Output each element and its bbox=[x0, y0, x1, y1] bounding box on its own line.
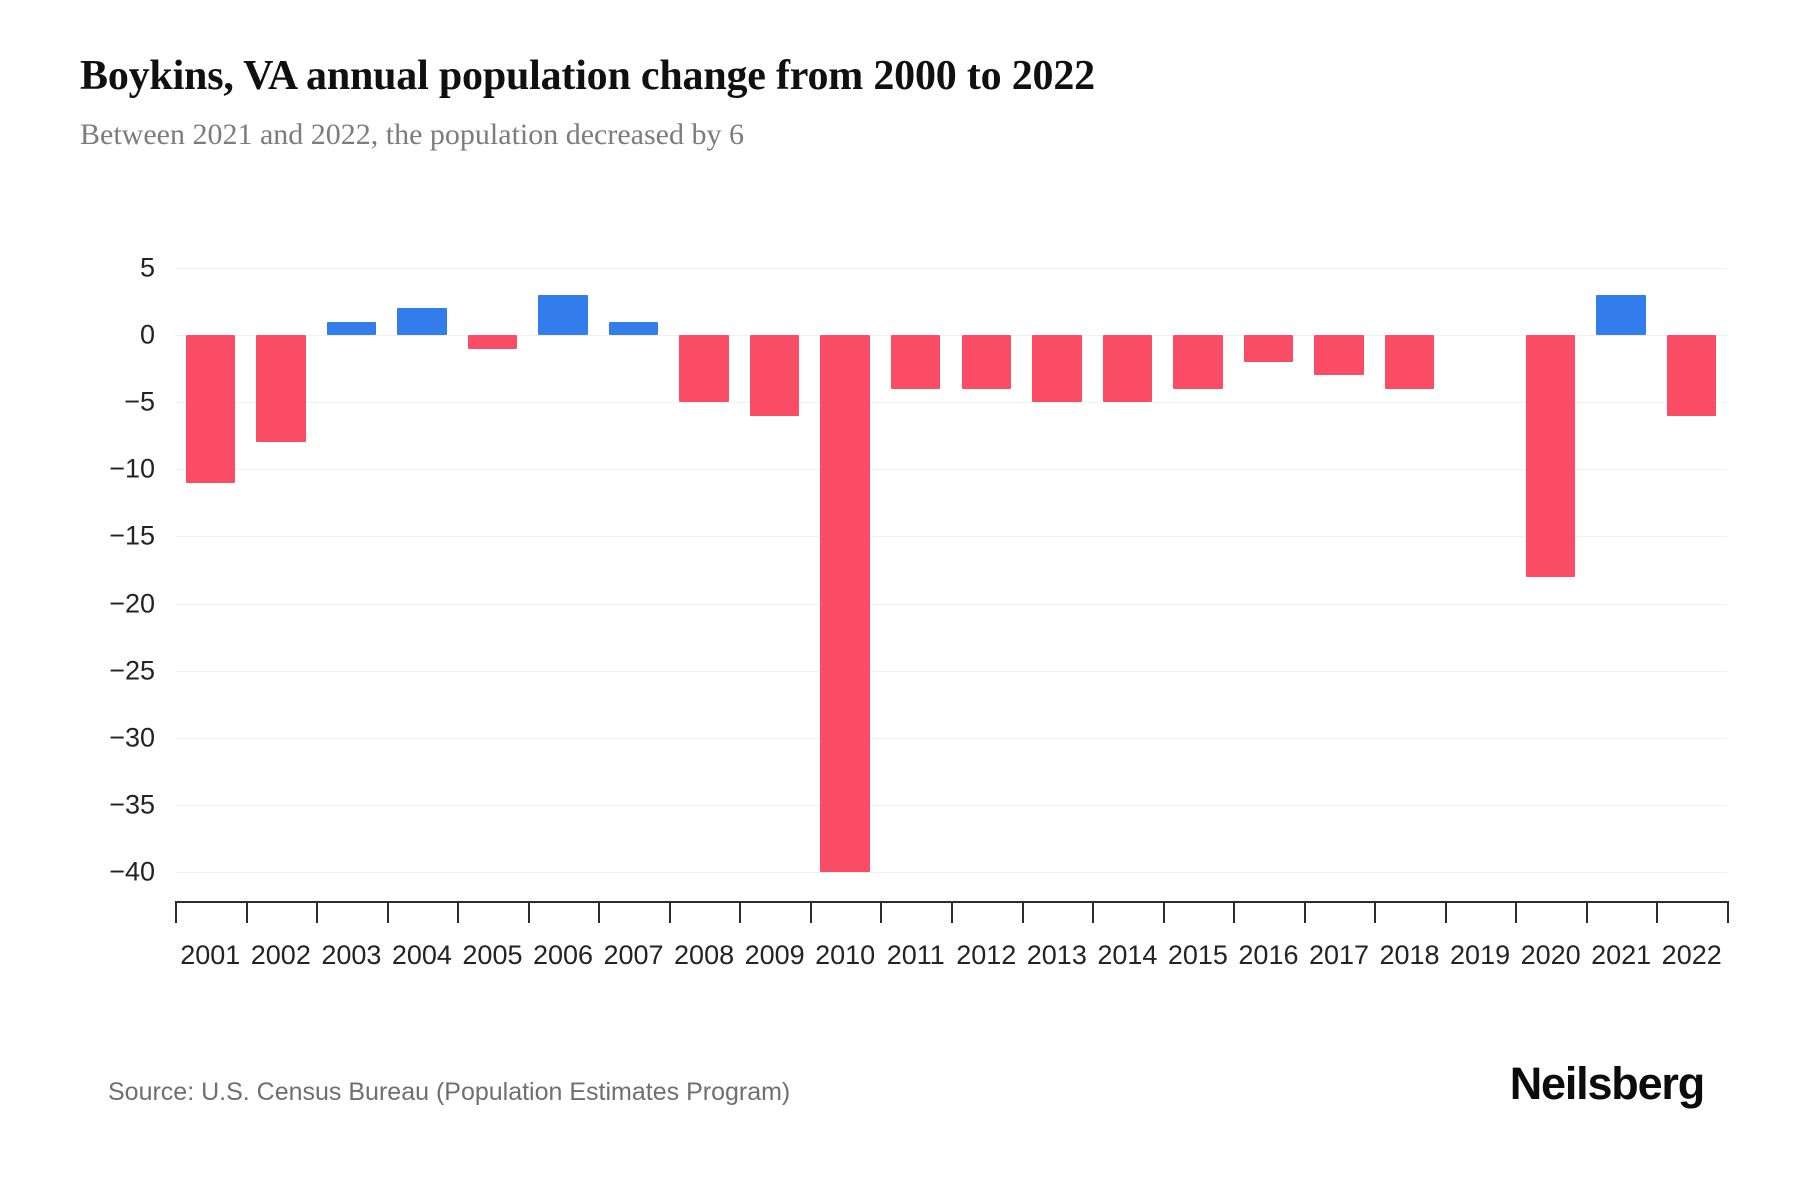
x-tick-label-2021: 2021 bbox=[1591, 940, 1652, 970]
y-tick-label: −20 bbox=[109, 588, 155, 619]
bar-2013[interactable] bbox=[1032, 335, 1082, 403]
bar-2014[interactable] bbox=[1102, 335, 1153, 403]
page-title: Boykins, VA annual population change fro… bbox=[80, 53, 1095, 99]
y-tick-label: −35 bbox=[109, 789, 155, 820]
x-tick-label-2022: 2022 bbox=[1661, 940, 1722, 970]
x-tick-label-2012: 2012 bbox=[956, 940, 1017, 970]
x-tick-label-2005: 2005 bbox=[462, 940, 523, 970]
x-tick-label-2016: 2016 bbox=[1238, 940, 1299, 970]
y-tick-label: −5 bbox=[124, 386, 155, 417]
x-tick-label-2004: 2004 bbox=[391, 940, 452, 970]
x-tick-label-2001: 2001 bbox=[180, 940, 241, 970]
bar-2001[interactable] bbox=[185, 335, 235, 483]
gridline bbox=[175, 268, 1727, 269]
x-axis-tick bbox=[1092, 901, 1095, 923]
bar-2002[interactable] bbox=[256, 335, 306, 443]
x-tick-label-2011: 2011 bbox=[886, 940, 945, 970]
x-tick-label-2015: 2015 bbox=[1167, 940, 1228, 970]
gridline bbox=[175, 737, 1727, 739]
x-axis-tick bbox=[457, 901, 460, 923]
x-tick-label-2007: 2007 bbox=[603, 940, 664, 970]
bar-2003[interactable] bbox=[326, 321, 377, 336]
x-tick-label-2003: 2003 bbox=[321, 940, 382, 970]
x-axis-tick bbox=[809, 901, 812, 923]
y-tick-label: 5 bbox=[139, 252, 155, 283]
bar-2006[interactable] bbox=[538, 294, 588, 336]
x-axis-tick bbox=[598, 901, 601, 923]
x-tick-label-2020: 2020 bbox=[1520, 940, 1581, 970]
bar-2017[interactable] bbox=[1314, 335, 1364, 376]
x-tick-label-2006: 2006 bbox=[532, 940, 594, 970]
bar-2022[interactable] bbox=[1667, 335, 1717, 416]
gridline bbox=[175, 536, 1727, 538]
x-tick-label-2019: 2019 bbox=[1450, 940, 1511, 970]
bar-2004[interactable] bbox=[397, 308, 447, 336]
x-axis-tick bbox=[1444, 901, 1447, 923]
x-tick-label-2009: 2009 bbox=[744, 940, 805, 970]
x-axis-tick bbox=[316, 901, 319, 923]
gridline bbox=[175, 670, 1727, 672]
y-tick-label: −30 bbox=[109, 722, 155, 753]
x-axis-tick bbox=[1656, 901, 1659, 923]
gridline bbox=[175, 402, 1727, 404]
x-axis-tick bbox=[668, 901, 671, 923]
x-axis-tick bbox=[386, 901, 389, 923]
x-tick-label-2018: 2018 bbox=[1379, 940, 1440, 970]
x-axis-tick bbox=[1021, 901, 1024, 923]
y-tick-label: −40 bbox=[109, 856, 155, 887]
x-axis-tick bbox=[527, 901, 530, 923]
gridline bbox=[175, 469, 1727, 471]
x-axis-tick bbox=[739, 901, 742, 923]
x-axis-tick bbox=[1162, 901, 1165, 923]
gridline bbox=[175, 603, 1727, 605]
y-axis-labels: 5 0 −5 −10 −15 −20 −25 −30 −35 −40 bbox=[0, 253, 155, 887]
gridline bbox=[175, 804, 1727, 806]
x-axis-tick bbox=[1374, 901, 1377, 923]
x-tick-label-2002: 2002 bbox=[250, 940, 311, 970]
bar-2016[interactable] bbox=[1243, 335, 1294, 362]
bar-2011[interactable] bbox=[891, 335, 941, 389]
plot-area bbox=[175, 268, 1727, 873]
x-axis-tick bbox=[175, 901, 177, 923]
y-tick-label: −25 bbox=[109, 655, 155, 686]
x-axis-tick bbox=[951, 901, 953, 923]
bar-2012[interactable] bbox=[961, 335, 1011, 389]
gridline bbox=[175, 872, 1727, 873]
x-tick-label-2013: 2013 bbox=[1026, 940, 1087, 970]
bar-2020[interactable] bbox=[1525, 335, 1576, 577]
x-tick-label-2008: 2008 bbox=[674, 940, 735, 970]
y-tick-label: −15 bbox=[109, 520, 155, 551]
brand-logo: Neilsberg bbox=[1509, 1058, 1705, 1109]
x-axis-tick bbox=[880, 901, 883, 923]
x-axis-tick bbox=[1233, 901, 1236, 923]
y-tick-label: 0 bbox=[139, 319, 155, 350]
x-axis-tick bbox=[1727, 901, 1729, 923]
x-axis-tick bbox=[245, 901, 248, 923]
page-subtitle: Between 2021 and 2022, the population de… bbox=[80, 118, 744, 151]
bar-2018[interactable] bbox=[1384, 335, 1435, 389]
bar-2010[interactable] bbox=[820, 335, 870, 872]
bar-2007[interactable] bbox=[608, 321, 659, 336]
x-axis-tick bbox=[1585, 901, 1588, 923]
bar-2015[interactable] bbox=[1173, 335, 1223, 389]
x-tick-label-2014: 2014 bbox=[1097, 940, 1158, 970]
bar-2009[interactable] bbox=[749, 335, 800, 416]
source-note: Source: U.S. Census Bureau (Population E… bbox=[108, 1078, 791, 1106]
x-axis-tick bbox=[1515, 901, 1518, 923]
y-tick-label: −10 bbox=[109, 453, 155, 484]
bar-2021[interactable] bbox=[1596, 294, 1646, 336]
bar-2008[interactable] bbox=[679, 335, 729, 403]
x-tick-label-2010: 2010 bbox=[815, 940, 876, 970]
gridline bbox=[175, 335, 1727, 337]
x-tick-label-2017: 2017 bbox=[1308, 940, 1370, 970]
bar-2005[interactable] bbox=[467, 335, 518, 349]
x-axis-tick bbox=[1303, 901, 1306, 923]
